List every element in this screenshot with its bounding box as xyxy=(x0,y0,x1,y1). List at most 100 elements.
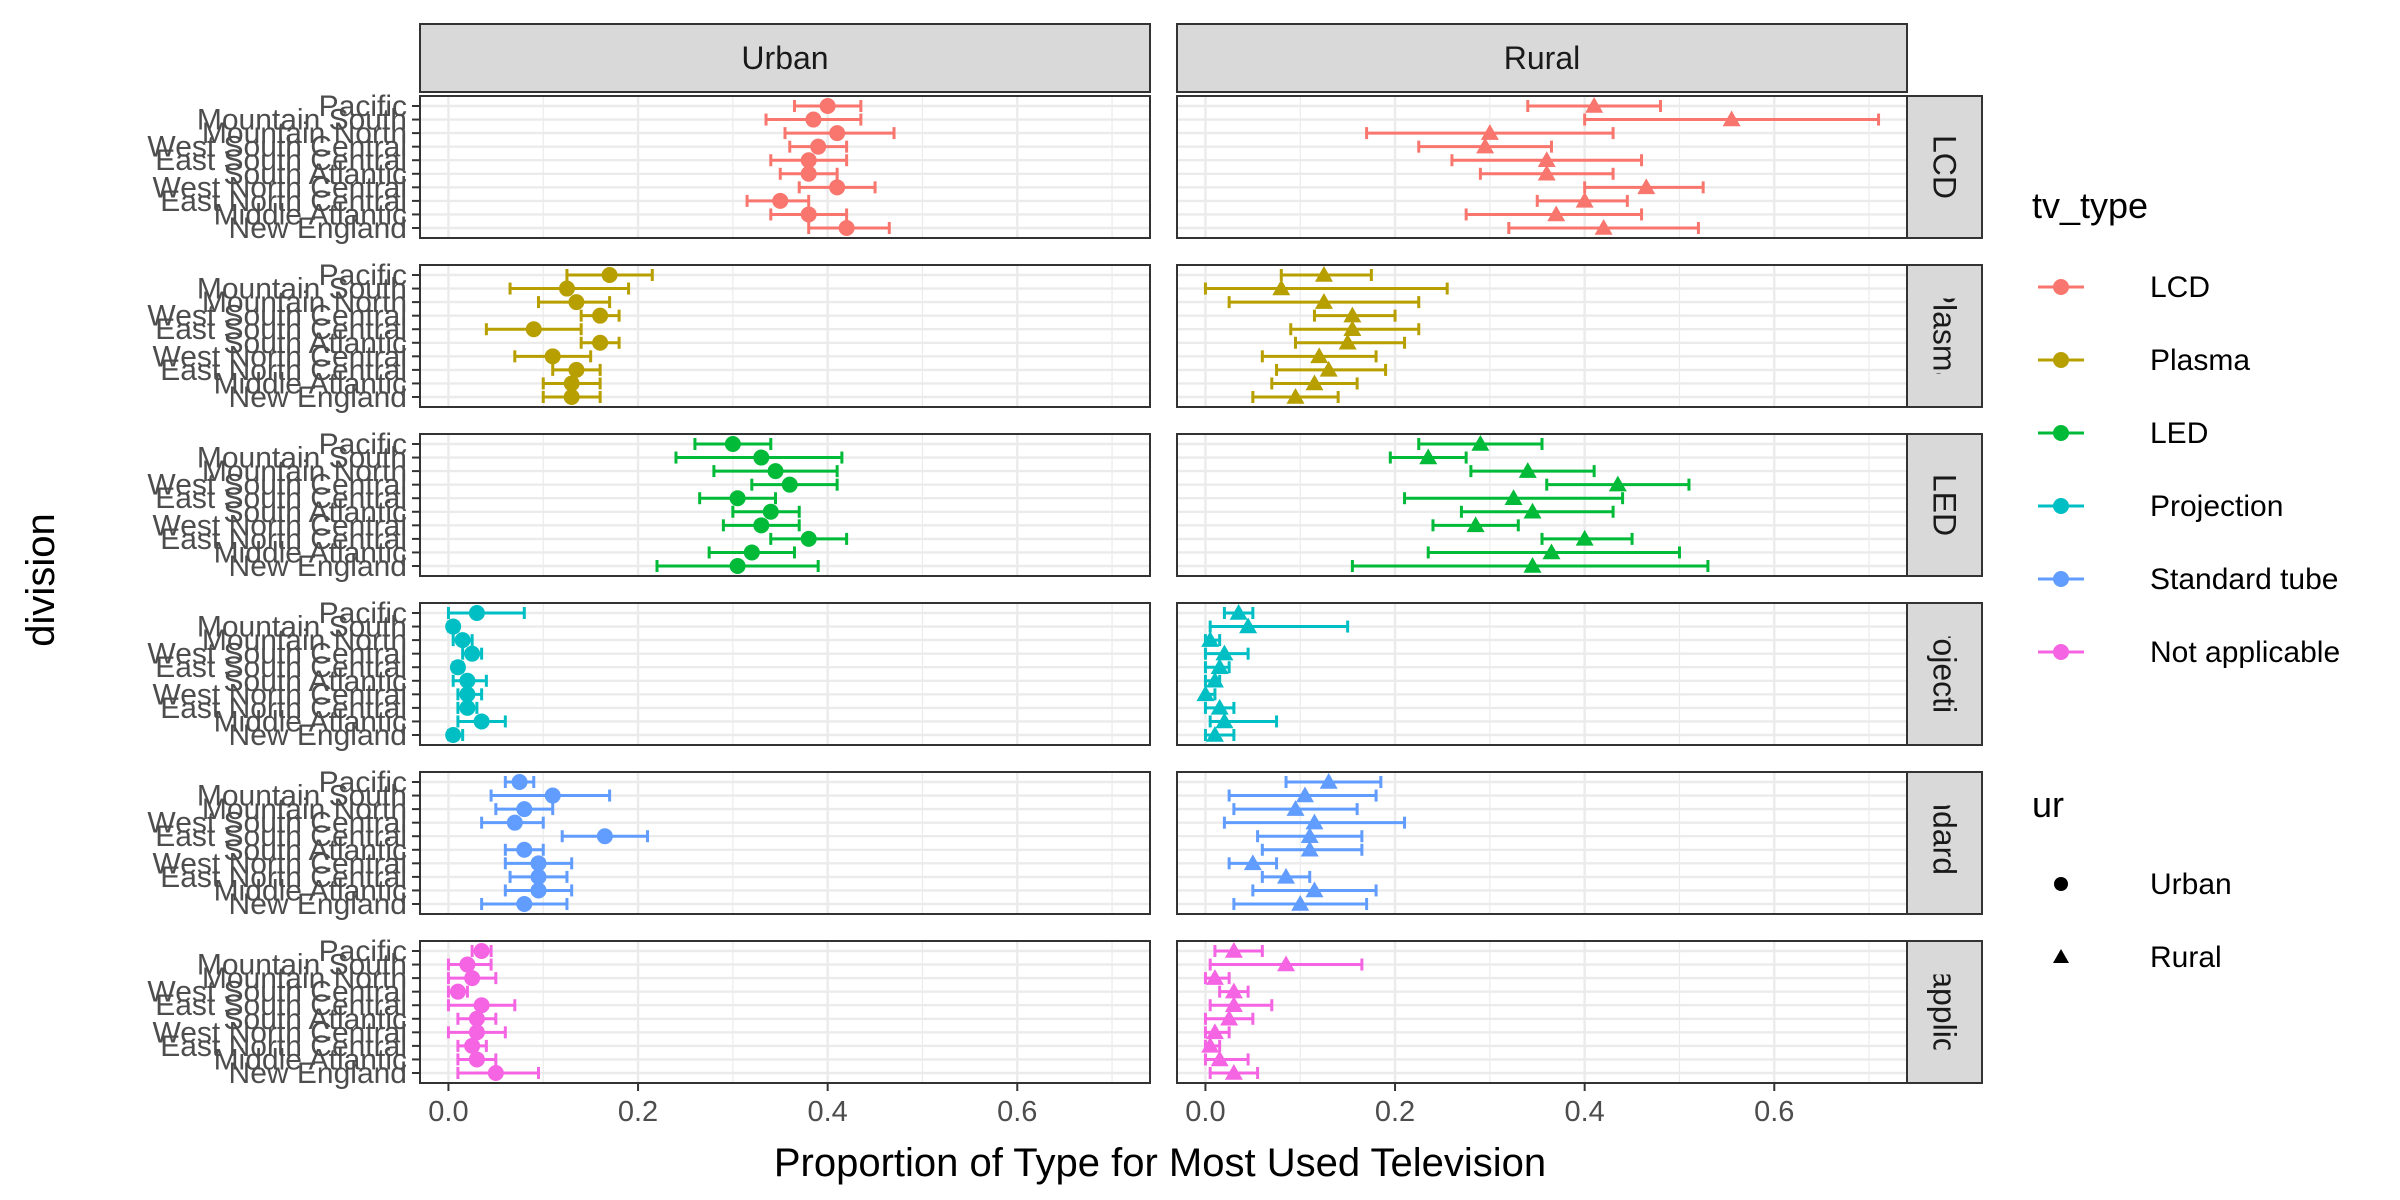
y-tick-label: New England xyxy=(229,1057,407,1090)
panel-projection-rural xyxy=(1176,602,1908,746)
y-tick-label: West South Central xyxy=(147,469,407,502)
row-strip-label: LED xyxy=(1927,474,1963,536)
legend-color-label: Not applicable xyxy=(2150,636,2340,669)
legend-key-point xyxy=(2053,644,2069,660)
y-tick-label: South Atlantic xyxy=(224,665,407,698)
data-point-triangle xyxy=(1504,489,1523,505)
y-tick-label: West North Central xyxy=(152,509,407,542)
data-point-triangle xyxy=(1466,516,1485,533)
data-point-triangle xyxy=(1585,97,1604,113)
y-tick-label: Mountain South xyxy=(197,104,407,137)
data-point-circle xyxy=(449,983,466,1000)
data-point-circle xyxy=(544,348,561,365)
y-tick-label: Mountain North xyxy=(202,286,407,319)
column-strips: Urban Rural xyxy=(419,23,1908,93)
y-tick-label: South Atlantic xyxy=(224,1003,407,1036)
data-point-circle xyxy=(743,544,760,561)
row-strip-label: Plasma xyxy=(1927,283,1963,390)
data-point-circle xyxy=(516,841,533,858)
data-point-circle xyxy=(592,334,609,351)
data-point-triangle xyxy=(1547,205,1566,222)
panel-background xyxy=(420,265,1150,407)
data-point-triangle xyxy=(1338,333,1357,350)
data-point-triangle xyxy=(1300,827,1319,843)
data-point-triangle xyxy=(1537,164,1556,181)
legend-key-point xyxy=(2053,352,2069,368)
data-point-triangle xyxy=(1608,475,1627,492)
data-point-circle xyxy=(525,321,542,338)
facet-panels xyxy=(419,95,1908,1084)
y-tick-label: Middle Atlantic xyxy=(214,874,407,907)
data-point-triangle xyxy=(1319,360,1338,377)
data-point-circle xyxy=(558,280,575,297)
data-point-triangle xyxy=(1205,969,1224,985)
legend-color-label: LED xyxy=(2150,417,2208,450)
legend-shape-label: Rural xyxy=(2150,941,2222,974)
y-tick-label: East North Central xyxy=(160,185,407,218)
y-tick-label: West South Central xyxy=(147,638,407,671)
y-tick-label: West North Central xyxy=(152,340,407,373)
data-point-triangle xyxy=(1229,604,1248,620)
y-tick-label: East North Central xyxy=(160,692,407,725)
panel-standard-tube-urban xyxy=(419,771,1151,915)
data-point-circle xyxy=(473,943,490,959)
data-point-circle xyxy=(445,618,462,635)
data-point-triangle xyxy=(1295,786,1314,803)
legend-circle-icon xyxy=(2054,877,2068,891)
data-point-circle xyxy=(464,1037,481,1054)
y-tick-label: Pacific xyxy=(319,428,407,461)
row-strip xyxy=(1906,771,1983,915)
panel-standard-tube-rural xyxy=(1176,771,1908,915)
data-point-circle xyxy=(729,558,746,574)
panel-background xyxy=(420,603,1150,745)
y-tick-label: Mountain North xyxy=(202,624,407,657)
data-point-circle xyxy=(459,672,476,689)
y-tick-label: South Atlantic xyxy=(224,834,407,867)
data-point-triangle xyxy=(1224,1064,1243,1080)
legend-key-point xyxy=(2053,571,2069,587)
y-tick-label: Mountain North xyxy=(202,962,407,995)
data-point-circle xyxy=(468,1024,485,1041)
y-tick-label: East North Central xyxy=(160,861,407,894)
data-point-circle xyxy=(829,125,846,142)
data-point-triangle xyxy=(1575,191,1594,208)
data-point-triangle xyxy=(1239,617,1258,634)
y-tick-label: Mountain South xyxy=(197,949,407,982)
data-point-circle xyxy=(601,267,618,283)
x-tick-label: 0.2 xyxy=(618,1096,658,1128)
panel-background xyxy=(420,96,1150,238)
y-tick-label: Middle Atlantic xyxy=(214,536,407,569)
legend-color-label: Projection xyxy=(2150,490,2283,523)
data-point-triangle xyxy=(1319,773,1338,789)
data-point-triangle xyxy=(1537,151,1556,167)
data-point-circle xyxy=(454,632,471,649)
row-strip xyxy=(1906,602,1983,746)
data-point-triangle xyxy=(1480,124,1499,140)
y-tick-label: Pacific xyxy=(319,597,407,630)
data-point-triangle xyxy=(1205,1023,1224,1040)
y-tick-label: East North Central xyxy=(160,1030,407,1063)
y-tick-label: New England xyxy=(229,381,407,414)
data-point-triangle xyxy=(1542,543,1561,560)
data-point-circle xyxy=(459,686,476,703)
column-strip-label: Rural xyxy=(1504,40,1580,76)
data-point-circle xyxy=(506,814,523,831)
data-point-triangle xyxy=(1224,996,1243,1012)
row-strip-label: LCD xyxy=(1927,135,1963,199)
data-point-triangle xyxy=(1201,631,1220,647)
row-strip xyxy=(1906,95,1983,239)
data-point-circle xyxy=(819,98,836,114)
data-point-circle xyxy=(516,896,533,912)
y-tick-label: Mountain South xyxy=(197,780,407,813)
data-point-circle xyxy=(464,645,481,662)
data-point-triangle xyxy=(1305,374,1324,391)
data-point-circle xyxy=(449,659,466,676)
y-tick-label: West South Central xyxy=(147,300,407,333)
y-tick-label: Pacific xyxy=(319,259,407,292)
legend-key-point xyxy=(2053,279,2069,295)
y-tick-label: New England xyxy=(229,719,407,752)
y-tick-label: Middle Atlantic xyxy=(214,1043,407,1076)
y-tick-label: South Atlantic xyxy=(224,158,407,191)
panel-border xyxy=(419,940,1151,1084)
